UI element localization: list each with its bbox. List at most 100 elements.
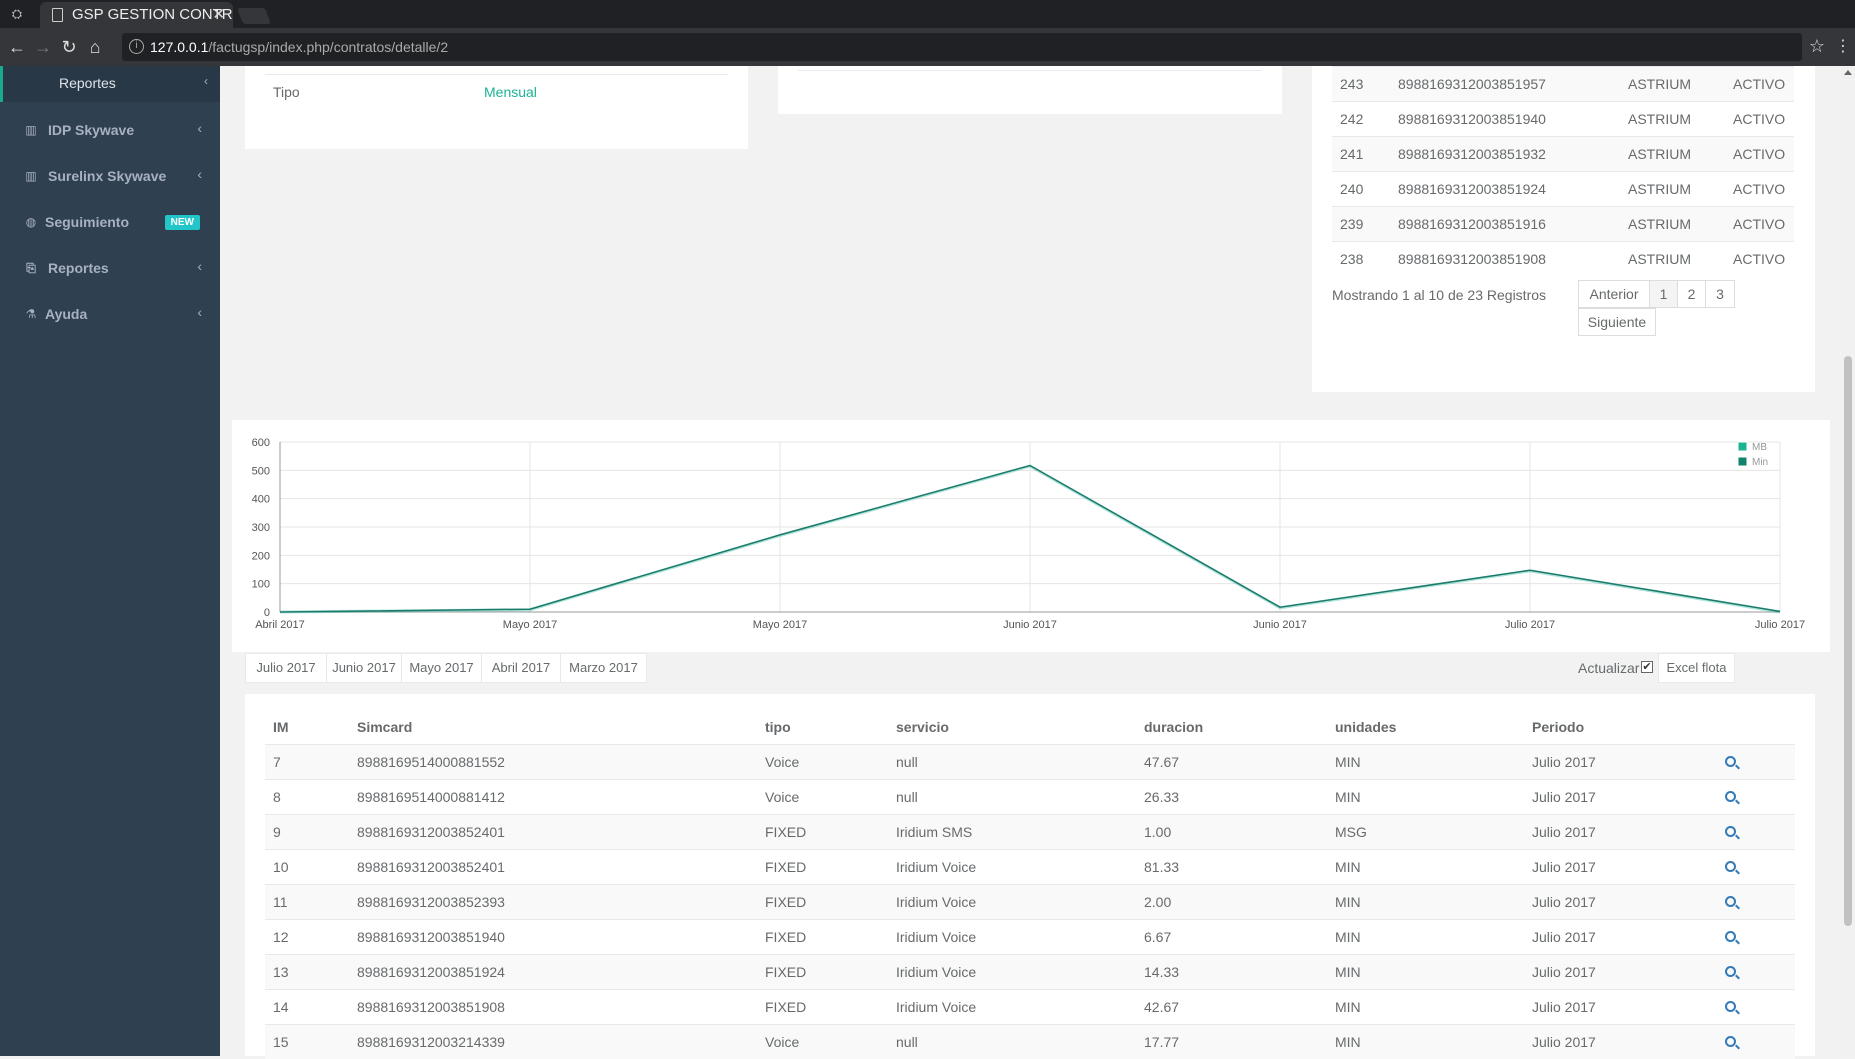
search-icon[interactable] xyxy=(1725,790,1736,802)
url-path: /factugsp/index.php/contratos/detalle/2 xyxy=(208,39,449,55)
servicio-cell: Iridium SMS xyxy=(888,813,1136,849)
flask-icon: ⚗ xyxy=(25,307,37,321)
column-header[interactable]: IM xyxy=(265,710,349,745)
bar-chart-icon: ▥ xyxy=(25,123,37,137)
legend-label: MB xyxy=(1752,442,1767,453)
tipo-cell: FIXED xyxy=(757,918,888,954)
simcard-row: 240 8988169312003851924 ASTRIUM ACTIVO xyxy=(1332,171,1794,207)
next-page-button[interactable]: Siguiente xyxy=(1578,308,1656,336)
column-header[interactable]: Periodo xyxy=(1524,710,1717,745)
scroll-up-arrow-icon[interactable] xyxy=(1844,70,1852,75)
periodo-cell: Julio 2017 xyxy=(1524,813,1717,849)
previous-page-button[interactable]: Anterior xyxy=(1578,280,1650,308)
bookmark-star-icon[interactable]: ☆ xyxy=(1808,36,1825,56)
sidebar-item-label: Ayuda xyxy=(45,306,88,322)
page-scrollbar[interactable] xyxy=(1841,66,1855,1056)
simcard-provider: ASTRIUM xyxy=(1620,171,1725,207)
table-row: 11 8988169312003852393 FIXED Iridium Voice 2… xyxy=(265,883,1795,919)
unidades-cell: MIN xyxy=(1327,778,1524,814)
info-icon[interactable]: i xyxy=(129,39,144,54)
table-row: 13 8988169312003851924 FIXED Iridium Voice 1… xyxy=(265,953,1795,989)
sidebar-item-ayuda[interactable]: ⚗ Ayuda ‹ xyxy=(0,294,220,338)
browser-tab[interactable]: GSP GESTION CONTR ✕ xyxy=(40,2,233,28)
y-tick-label: 500 xyxy=(252,465,270,477)
month-tab-abril[interactable]: Abril 2017 xyxy=(481,653,561,683)
search-icon[interactable] xyxy=(1725,895,1736,907)
periodo-cell: Julio 2017 xyxy=(1524,883,1717,919)
search-icon[interactable] xyxy=(1725,965,1736,977)
duracion-cell: 17.77 xyxy=(1136,1023,1327,1059)
simcard-row: 242 8988169312003851940 ASTRIUM ACTIVO xyxy=(1332,101,1794,137)
page-3-button[interactable]: 3 xyxy=(1705,280,1735,308)
home-icon[interactable]: ⌂ xyxy=(89,37,101,57)
page-1-button[interactable]: 1 xyxy=(1649,280,1678,308)
search-icon[interactable] xyxy=(1725,825,1736,837)
divider xyxy=(798,70,1262,71)
sidebar-item-surelinx-skywave[interactable]: ▥ Surelinx Skywave ‹ xyxy=(0,156,220,200)
search-icon[interactable] xyxy=(1725,755,1736,767)
sidebar-item-reportes-active[interactable]: Reportes ‹ xyxy=(0,66,220,102)
simcard-cell: 8988169312003214339 xyxy=(349,1023,757,1059)
column-header[interactable]: tipo xyxy=(757,710,888,745)
sidebar-item-idp-skywave[interactable]: ▥ IDP Skywave ‹ xyxy=(0,110,220,154)
search-icon[interactable] xyxy=(1725,930,1736,942)
x-tick-label: Junio 2017 xyxy=(1253,619,1307,631)
incognito-icon[interactable]: ⛭ xyxy=(11,6,23,21)
page-2-button[interactable]: 2 xyxy=(1677,280,1706,308)
simcard-provider: ASTRIUM xyxy=(1620,101,1725,137)
search-icon[interactable] xyxy=(1725,1000,1736,1012)
servicio-cell: null xyxy=(888,1023,1136,1059)
column-header[interactable]: servicio xyxy=(888,710,1136,745)
simcard-cell: 8988169312003852393 xyxy=(349,883,757,919)
month-tab-junio[interactable]: Junio 2017 xyxy=(326,653,402,683)
periodo-cell: Julio 2017 xyxy=(1524,953,1717,989)
simcard-cell: 8988169514000881552 xyxy=(349,743,757,779)
simcard-row: 239 8988169312003851916 ASTRIUM ACTIVO xyxy=(1332,206,1794,242)
simcard-status: ACTIVO xyxy=(1725,241,1794,277)
duracion-cell: 14.33 xyxy=(1136,953,1327,989)
x-tick-label: Julio 2017 xyxy=(1755,619,1805,631)
excel-flota-button[interactable]: Excel flota xyxy=(1658,653,1735,683)
usage-line-chart: 0 100 200 300 400 500 600 Abril 2017 Mayo 2017 Ma… xyxy=(252,437,1805,631)
duracion-cell: 47.67 xyxy=(1136,743,1327,779)
view-details-cell xyxy=(1717,988,1795,1024)
actualizar-checkbox[interactable]: ✔ xyxy=(1641,661,1653,673)
view-details-cell xyxy=(1717,743,1795,779)
column-header[interactable]: duracion xyxy=(1136,710,1327,745)
url-input[interactable]: i 127.0.0.1/factugsp/index.php/contratos… xyxy=(122,33,1802,61)
search-icon[interactable] xyxy=(1725,1035,1736,1047)
back-arrow-icon[interactable]: ← xyxy=(8,37,26,57)
pagination-info: Mostrando 1 al 10 de 23 Registros xyxy=(1332,287,1547,303)
column-header[interactable]: unidades xyxy=(1327,710,1524,745)
month-tab-julio[interactable]: Julio 2017 xyxy=(245,653,327,683)
simcard-cell: 8988169514000881412 xyxy=(349,778,757,814)
files-icon: ⎘ xyxy=(26,261,36,275)
reload-icon[interactable]: ↻ xyxy=(61,37,77,57)
unidades-cell: MIN xyxy=(1327,1023,1524,1059)
column-header[interactable]: Simcard xyxy=(349,710,757,745)
search-icon[interactable] xyxy=(1725,860,1736,872)
periodo-cell: Julio 2017 xyxy=(1524,848,1717,884)
sidebar-item-reportes[interactable]: ⎘ Reportes ‹ xyxy=(0,248,220,292)
month-tab-mayo[interactable]: Mayo 2017 xyxy=(401,653,482,683)
unidades-cell: MIN xyxy=(1327,883,1524,919)
new-tab-button[interactable] xyxy=(237,8,271,24)
simcard-cell: 8988169312003851940 xyxy=(349,918,757,954)
im-cell: 10 xyxy=(265,848,349,884)
usage-chart-panel: 0 100 200 300 400 500 600 Abril 2017 Mayo 2017 Ma… xyxy=(232,420,1830,652)
view-details-cell xyxy=(1717,953,1795,989)
forward-arrow-icon[interactable]: → xyxy=(34,37,52,57)
table-header-row: IM Simcard tipo servicio duracion unidades Per… xyxy=(265,710,1795,745)
simcard-number: 8988169312003851908 xyxy=(1390,241,1620,277)
document-icon xyxy=(52,8,63,22)
sidebar-item-seguimiento[interactable]: ◍ Seguimiento NEW xyxy=(0,202,220,246)
tipo-cell: FIXED xyxy=(757,953,888,989)
actualizar-label: Actualizar xyxy=(1578,660,1640,676)
close-tab-icon[interactable]: ✕ xyxy=(212,6,225,23)
browser-menu-icon[interactable]: ⋮ xyxy=(1835,38,1851,55)
month-tab-marzo[interactable]: Marzo 2017 xyxy=(560,653,647,683)
view-details-cell xyxy=(1717,848,1795,884)
simcard-id: 243 xyxy=(1332,66,1390,102)
scroll-thumb[interactable] xyxy=(1844,356,1852,926)
unidades-cell: MIN xyxy=(1327,988,1524,1024)
